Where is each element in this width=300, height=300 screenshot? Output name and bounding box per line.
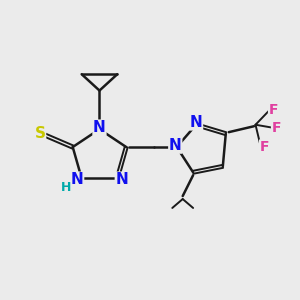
Text: F: F bbox=[272, 121, 281, 135]
Text: N: N bbox=[93, 120, 106, 135]
Text: F: F bbox=[260, 140, 269, 154]
Text: F: F bbox=[268, 103, 278, 117]
Text: N: N bbox=[169, 138, 182, 153]
Text: N: N bbox=[71, 172, 84, 187]
Text: H: H bbox=[61, 181, 71, 194]
Text: N: N bbox=[190, 115, 202, 130]
Text: N: N bbox=[116, 172, 128, 187]
Text: S: S bbox=[34, 126, 46, 141]
